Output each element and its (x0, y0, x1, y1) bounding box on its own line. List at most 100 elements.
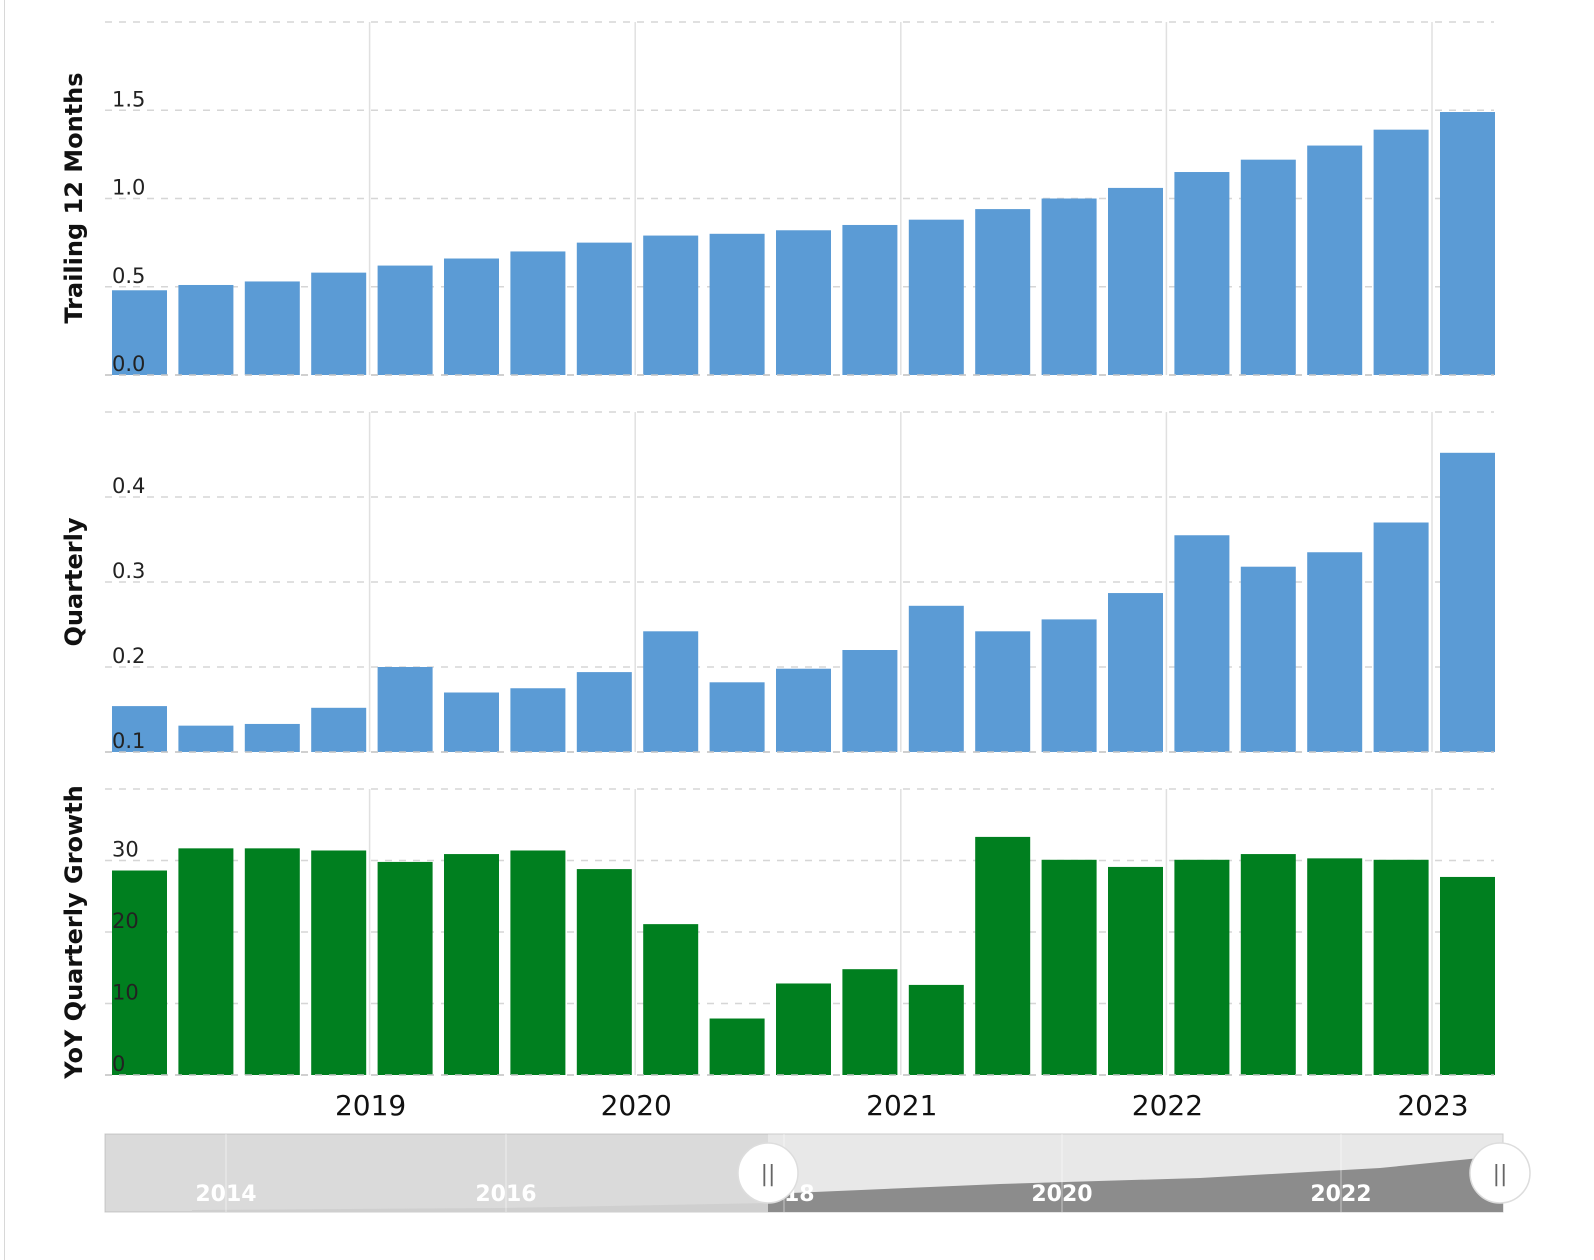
bar-2022-Q4[interactable] (1373, 129, 1429, 375)
bar-2018-Q2[interactable] (178, 848, 234, 1075)
bar-2019-Q2[interactable] (444, 692, 499, 753)
bar-2018-Q4[interactable] (311, 272, 367, 375)
bar-2021-Q1[interactable] (908, 219, 964, 375)
y-tick-label: 0.3 (112, 559, 145, 583)
bar-2019-Q2[interactable] (444, 258, 499, 375)
bar-2022-Q2[interactable] (1240, 566, 1296, 752)
bar-2022-Q1[interactable] (1174, 535, 1230, 752)
bar-2018-Q2[interactable] (178, 284, 234, 375)
bar-2020-Q4[interactable] (842, 224, 898, 375)
navigator-label-2014: 2014 (195, 1182, 256, 1207)
x-axis-year-labels: 2019 2020 2021 2022 2023 (335, 1089, 1469, 1122)
y-tick-label: 0.2 (112, 644, 145, 668)
bar-2018-Q1[interactable] (112, 706, 167, 752)
bar-2019-Q3[interactable] (510, 251, 566, 375)
range-navigator[interactable]: 2014 2016 2018 2020 2022 || || (104, 1133, 1531, 1213)
y-tick-label: 0.4 (112, 474, 145, 498)
y-tick-label: 0.1 (112, 729, 145, 753)
bar-2018-Q4[interactable] (311, 707, 367, 752)
bar-2021-Q2[interactable] (975, 836, 1031, 1075)
bar-2022-Q3[interactable] (1307, 858, 1363, 1075)
bar-2023-Q1[interactable] (1440, 876, 1495, 1075)
x-year-label-2021: 2021 (866, 1089, 937, 1122)
bar-2018-Q3[interactable] (244, 281, 300, 375)
bar-2019-Q4[interactable] (576, 869, 632, 1075)
y-tick-label: 0.0 (112, 352, 145, 376)
quarterly-y-ticks: 0.1 0.2 0.3 0.4 (112, 474, 145, 753)
bar-2020-Q1[interactable] (643, 631, 699, 752)
right-handle-circle[interactable] (1469, 1142, 1531, 1204)
navigator-history-area-left (192, 1203, 768, 1212)
yoy-growth-panel: 0 10 20 30 YoY Quarterly Growth (60, 785, 1495, 1080)
y-tick-label: 30 (112, 838, 139, 862)
y-tick-label: 1.5 (112, 87, 145, 111)
navigator-unselected-mask (105, 1134, 768, 1212)
bar-2019-Q2[interactable] (444, 854, 499, 1075)
quarterly-panel: 0.1 0.2 0.3 0.4 Quarterly (60, 411, 1495, 753)
bar-2022-Q1[interactable] (1174, 859, 1230, 1075)
y-tick-label: 0.5 (112, 264, 145, 288)
bar-2022-Q2[interactable] (1240, 159, 1296, 375)
bar-2021-Q2[interactable] (975, 209, 1031, 375)
bar-2021-Q3[interactable] (1041, 619, 1097, 752)
y-tick-label: 20 (112, 909, 139, 933)
bar-2018-Q3[interactable] (244, 848, 300, 1075)
bar-2018-Q4[interactable] (311, 850, 367, 1075)
bar-2019-Q4[interactable] (576, 672, 632, 752)
left-frame-border (4, 0, 5, 1260)
bar-2022-Q2[interactable] (1240, 854, 1296, 1075)
y-tick-label: 1.0 (112, 176, 145, 200)
left-handle-circle[interactable] (737, 1142, 799, 1204)
bar-2020-Q3[interactable] (776, 668, 831, 752)
bar-2019-Q1[interactable] (377, 667, 433, 752)
bar-2020-Q2[interactable] (709, 233, 765, 375)
vertical-year-gridlines (368, 22, 1433, 1075)
trailing-12-months-bars (105, 112, 1495, 376)
bar-2021-Q2[interactable] (975, 631, 1031, 752)
bar-2018-Q3[interactable] (244, 723, 300, 752)
bar-2019-Q1[interactable] (377, 265, 433, 375)
right-handle-grip-icon[interactable]: || (1493, 1162, 1508, 1187)
bar-2021-Q4[interactable] (1108, 187, 1163, 375)
x-year-label-2022: 2022 (1132, 1089, 1203, 1122)
navigator-label-2016: 2016 (475, 1182, 536, 1207)
bar-2020-Q1[interactable] (643, 235, 699, 375)
navigator-left-handle[interactable]: || (737, 1142, 799, 1204)
bar-2020-Q3[interactable] (776, 983, 831, 1075)
bar-2019-Q4[interactable] (576, 242, 632, 375)
bar-2022-Q3[interactable] (1307, 145, 1363, 375)
bar-2018-Q2[interactable] (178, 725, 234, 752)
bar-2021-Q1[interactable] (908, 605, 964, 752)
bar-2020-Q1[interactable] (643, 924, 699, 1075)
bar-2021-Q4[interactable] (1108, 593, 1163, 752)
bar-2022-Q4[interactable] (1373, 522, 1429, 753)
bar-2022-Q4[interactable] (1373, 859, 1429, 1075)
bar-2021-Q3[interactable] (1041, 859, 1097, 1075)
bar-2021-Q4[interactable] (1108, 866, 1163, 1075)
bar-2019-Q3[interactable] (510, 688, 566, 752)
bar-2021-Q1[interactable] (908, 984, 964, 1075)
bar-2021-Q3[interactable] (1041, 198, 1097, 376)
navigator-right-handle[interactable]: || (1469, 1142, 1531, 1204)
bar-2020-Q3[interactable] (776, 230, 831, 375)
bar-2020-Q2[interactable] (709, 1018, 765, 1075)
bar-2022-Q1[interactable] (1174, 172, 1230, 375)
yoy-growth-y-ticks: 0 10 20 30 (112, 838, 139, 1077)
trailing-12-months-panel: 0.0 0.5 1.0 1.5 Trailing 12 Months (60, 21, 1495, 376)
bar-2022-Q3[interactable] (1307, 552, 1363, 752)
navigator-history-area-selected (768, 1155, 1503, 1212)
bar-2020-Q4[interactable] (842, 969, 898, 1075)
bar-2018-Q1[interactable] (112, 290, 167, 375)
bar-2018-Q1[interactable] (112, 870, 167, 1075)
left-handle-grip-icon[interactable]: || (761, 1162, 776, 1187)
navigator-label-2020: 2020 (1031, 1182, 1092, 1207)
bar-2023-Q1[interactable] (1440, 112, 1495, 375)
y-tick-label: 0 (112, 1052, 125, 1076)
bar-2023-Q1[interactable] (1440, 452, 1495, 752)
bar-2019-Q1[interactable] (377, 861, 433, 1075)
bar-2019-Q3[interactable] (510, 850, 566, 1075)
bar-2020-Q2[interactable] (709, 682, 765, 752)
bar-2020-Q4[interactable] (842, 650, 898, 752)
y-tick-label: 10 (112, 981, 139, 1005)
